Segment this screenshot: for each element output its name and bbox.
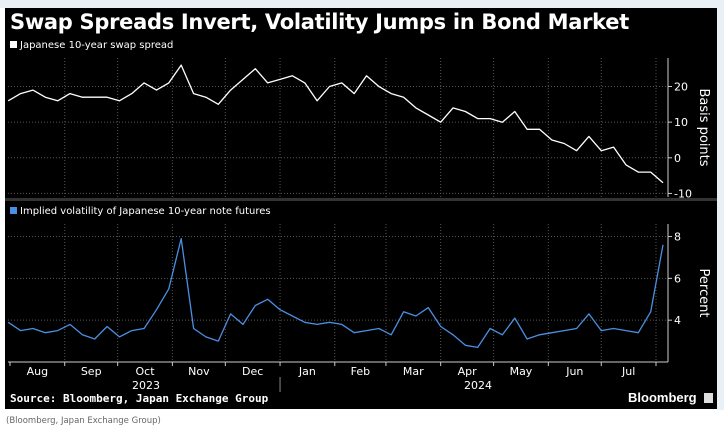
series-line-0 [7, 64, 664, 184]
panel-divider [5, 198, 717, 201]
legend-spread: Japanese 10-year swap spread [10, 40, 173, 51]
background-strip [0, 0, 724, 8]
source-note: Source: Bloomberg, Japan Exchange Group [10, 392, 269, 405]
x-tick-label: Apr [458, 365, 478, 378]
x-tick-label: Nov [188, 365, 210, 378]
y-tick-label: 6 [674, 272, 681, 285]
legend-swatch-white [10, 41, 17, 48]
y-tick-label: -10 [674, 187, 692, 200]
y-axis-label: Basis points [696, 88, 711, 166]
y-tick-label: 8 [674, 231, 681, 244]
x-tick-label: Jun [565, 365, 583, 378]
x-tick-label: Jan [298, 365, 316, 378]
y-tick-label: 4 [674, 314, 681, 327]
x-tick-label: Aug [27, 365, 48, 378]
legend-label: Japanese 10-year swap spread [20, 40, 174, 51]
y-axis-label: Percent [696, 269, 711, 318]
legend-label: Implied volatility of Japanese 10-year n… [20, 206, 271, 217]
year-label: 2024 [464, 379, 492, 392]
series-line-1 [7, 237, 664, 349]
x-tick-label: May [510, 365, 533, 378]
x-tick-label: Dec [242, 365, 263, 378]
y-tick-label: 10 [674, 116, 688, 129]
year-label: 2023 [132, 379, 160, 392]
background-strip [717, 0, 724, 410]
legend-swatch-blue [10, 207, 17, 214]
x-tick-label: Feb [351, 365, 370, 378]
x-tick-label: Jul [621, 365, 635, 378]
x-tick-label: Oct [136, 365, 156, 378]
chart-panel [5, 8, 717, 409]
y-tick-label: 20 [674, 81, 688, 94]
bloomberg-logo: Bloomberg [628, 390, 697, 405]
x-tick-label: Sep [81, 365, 102, 378]
y-tick-label: 0 [674, 152, 681, 165]
bloomberg-terminal-icon [704, 393, 713, 403]
chart-title: Swap Spreads Invert, Volatility Jumps in… [10, 10, 629, 34]
x-tick-label: Mar [403, 365, 424, 378]
legend-vol: Implied volatility of Japanese 10-year n… [10, 206, 271, 217]
caption: (Bloomberg, Japan Exchange Group) [6, 416, 161, 426]
